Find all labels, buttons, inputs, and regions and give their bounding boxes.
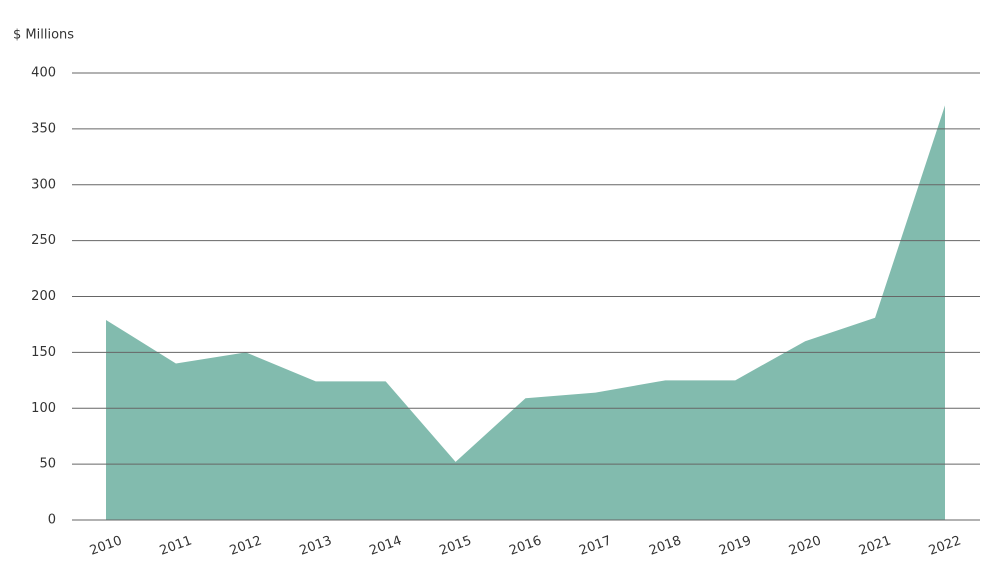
x-tick-label: 2019 <box>717 533 753 558</box>
y-tick-label: 150 <box>31 345 56 360</box>
area <box>106 105 945 520</box>
y-axis-label: $ Millions <box>13 28 74 43</box>
y-tick-label: 350 <box>31 121 56 136</box>
y-tick-label: 0 <box>48 513 56 528</box>
x-tick-label: 2017 <box>577 533 613 558</box>
x-tick-label: 2015 <box>437 533 473 558</box>
x-tick-label: 2022 <box>927 533 963 558</box>
x-tick-label: 2020 <box>787 533 823 558</box>
y-tick-label: 300 <box>31 177 56 192</box>
x-tick-label: 2011 <box>158 533 194 558</box>
x-tick-label: 2018 <box>647 533 683 558</box>
x-tick-label: 2014 <box>368 533 404 558</box>
y-tick-label: 200 <box>31 289 56 304</box>
x-tick-label: 2013 <box>298 533 334 558</box>
y-tick-label: 50 <box>39 457 56 472</box>
y-tick-label: 100 <box>31 401 56 416</box>
x-tick-label: 2012 <box>228 533 264 558</box>
y-tick-label: 400 <box>31 66 56 81</box>
x-tick-label: 2010 <box>88 533 124 558</box>
x-tick-label: 2016 <box>507 533 543 558</box>
y-tick-label: 250 <box>31 233 56 248</box>
x-tick-label: 2021 <box>857 533 893 558</box>
